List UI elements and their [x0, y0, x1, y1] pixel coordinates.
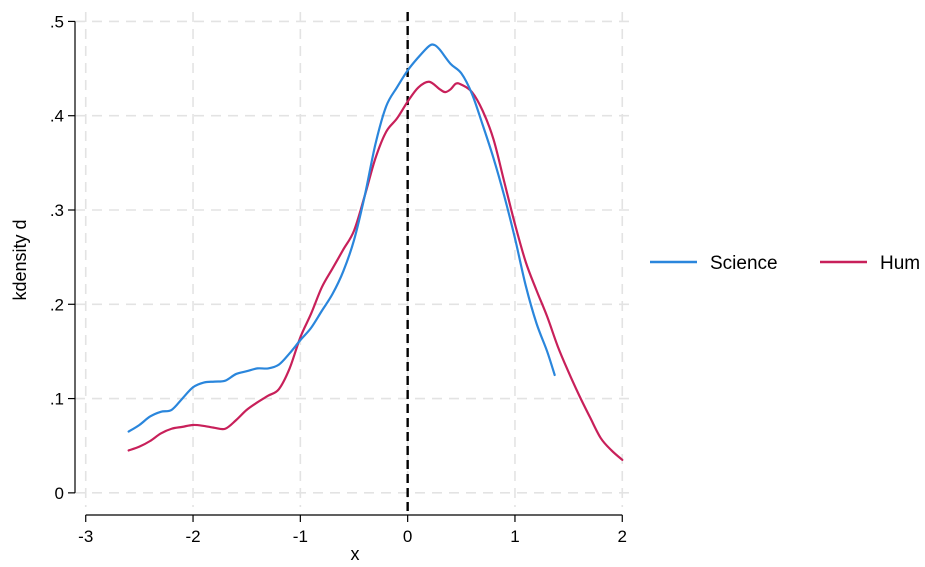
grid-lines — [75, 12, 633, 507]
x-tick-label-5: 2 — [618, 527, 627, 546]
x-tick-label-2: -1 — [293, 527, 308, 546]
axes — [68, 20, 623, 522]
series-line-hum — [127, 80, 624, 461]
legend: Science Hum — [650, 253, 920, 274]
y-axis-title: kdensity d — [10, 219, 30, 300]
x-tick-label-1: -2 — [185, 527, 200, 546]
x-tick-label-0: -3 — [78, 527, 93, 546]
series-line-science — [127, 43, 556, 433]
y-tick-label-2: .2 — [50, 295, 64, 314]
y-tick-label-4: .4 — [50, 107, 64, 126]
tick-labels: 0 .1 .2 .3 .4 .5 -3 -2 -1 0 1 2 — [50, 12, 627, 546]
y-tick-label-3: .3 — [50, 201, 64, 220]
y-tick-label-0: 0 — [55, 484, 64, 503]
y-tick-label-1: .1 — [50, 390, 64, 409]
legend-label-hum: Hum — [880, 253, 920, 274]
legend-label-science: Science — [710, 253, 778, 274]
series-lines — [127, 43, 624, 461]
x-tick-label-4: 1 — [510, 527, 519, 546]
x-tick-label-3: 0 — [403, 527, 412, 546]
y-tick-label-5: .5 — [50, 12, 64, 31]
x-axis-title: x — [351, 544, 360, 564]
